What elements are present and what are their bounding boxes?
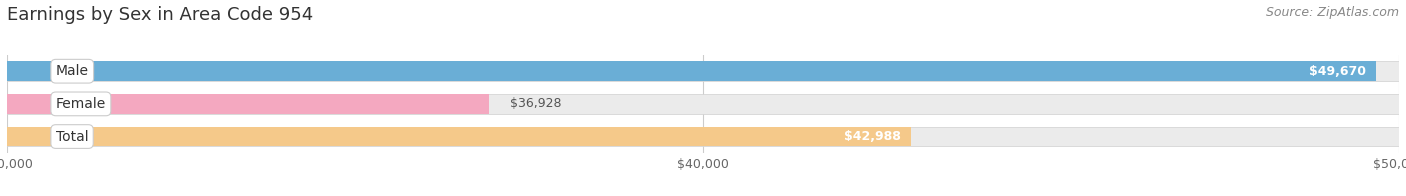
Bar [7, 61, 1399, 81]
Text: Earnings by Sex in Area Code 954: Earnings by Sex in Area Code 954 [7, 6, 314, 24]
Bar [7, 61, 1376, 81]
Text: $36,928: $36,928 [510, 97, 561, 110]
Bar [7, 94, 1399, 114]
Text: Source: ZipAtlas.com: Source: ZipAtlas.com [1265, 6, 1399, 19]
Bar [7, 127, 911, 146]
Bar [7, 94, 489, 114]
Text: $42,988: $42,988 [844, 130, 900, 143]
Text: Total: Total [56, 130, 89, 143]
Text: $49,670: $49,670 [1309, 65, 1365, 78]
Text: Male: Male [56, 64, 89, 78]
Text: Female: Female [56, 97, 105, 111]
Bar [7, 127, 1399, 146]
